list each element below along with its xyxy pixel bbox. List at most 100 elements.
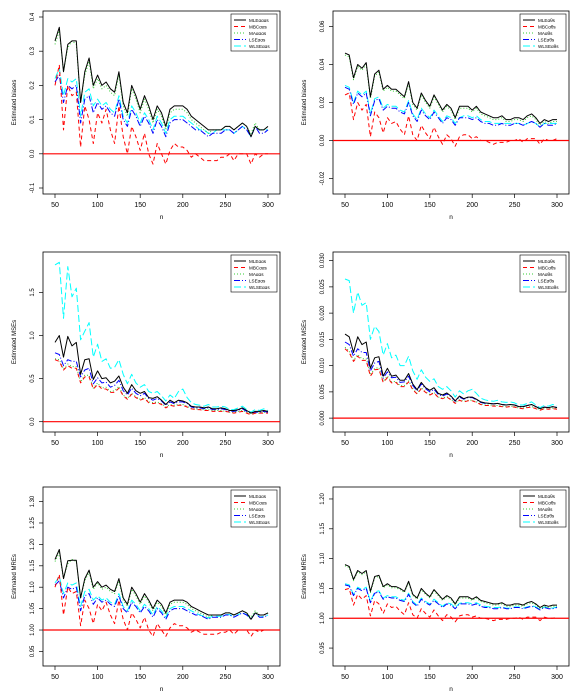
y-tick-label: 0.000 [320,410,326,426]
series-line-5 [54,576,269,620]
plot-frame [332,251,570,433]
plot-frame [42,10,281,195]
chart-panel-2: 50 100 150 200 250 300 -0.02 0.00 0.02 0.04 0.06 n E… [302,10,570,221]
series-line-3 [54,358,269,415]
series-line-2 [54,359,268,416]
legend-label: WLSEααs [249,520,270,525]
chart-panel-5: 50 100 150 200 250 300 0.95 1.00 1.05 1.10 1.15 1.2… [12,486,281,693]
chart-panel-1: 50 100 150 200 250 300 -0.1 0.0 0.1 0.2 0.3 0.4 n Est… [12,10,281,221]
y-tick-label: 0.005 [320,384,326,400]
legend-label: LSEααs [249,37,266,42]
legend-label: MBCααs [249,500,268,505]
y-tick-label: 0.5 [30,374,36,383]
x-axis-label: n [160,452,164,459]
x-tick-label: 300 [262,202,274,209]
legend-label: LSEαθs [538,37,555,42]
x-tick-label: 200 [177,440,189,447]
series-line-2 [344,587,558,623]
x-axis-label: n [449,686,453,693]
series-line-3 [344,565,557,610]
y-tick-label: 0.2 [30,81,36,90]
x-tick-label: 50 [51,440,59,447]
legend-label: MLEαθs [538,259,556,264]
legend-label: MLEαθs [538,18,556,23]
y-tick-label: 0.010 [320,357,326,373]
y-tick-label: 1.05 [30,602,36,614]
legend-label: LSEααs [249,513,266,518]
series-line-1 [54,549,269,620]
x-tick-label: 50 [341,202,349,209]
legend-label: MAαααs [249,31,267,36]
x-axis-label: n [449,452,453,459]
x-tick-label: 200 [466,674,478,681]
x-tick-label: 150 [134,202,146,209]
legend-label: MBCαθs [538,500,556,505]
x-tick-label: 50 [341,674,349,681]
legend-label: MBCααs [249,24,268,29]
legend-label: MBCααs [249,265,268,270]
chart-panel-6: 50 100 150 200 250 300 0.95 1.00 1.05 1.10 1.15 1.2… [302,486,570,693]
y-tick-label: 0.4 [30,12,36,21]
x-tick-label: 100 [92,674,104,681]
y-tick-label: 1.30 [30,495,36,507]
y-axis-label: Estimated biases [12,80,18,126]
y-tick-label: 0.06 [320,20,326,32]
y-tick-label: 0.1 [30,115,36,124]
y-tick-label: 0.020 [320,305,326,321]
x-tick-label: 200 [177,674,189,681]
legend-label: MAαθs [538,507,553,512]
y-tick-label: 1.10 [320,552,326,564]
series-line-4 [54,352,269,414]
x-tick-label: 100 [92,440,104,447]
x-tick-label: 150 [134,674,146,681]
y-tick-label: 1.00 [30,624,36,636]
legend-box [230,13,278,52]
x-tick-label: 100 [92,202,104,209]
x-tick-label: 150 [424,202,436,209]
plot-frame [42,251,281,433]
series-line-5 [344,278,558,409]
x-tick-label: 300 [262,674,274,681]
y-tick-label: 1.10 [30,581,36,593]
series-line-2 [344,92,558,147]
legend-label: MLEααs [249,494,267,499]
series-line-2 [54,573,268,637]
series-line-1 [344,52,557,124]
series-line-1 [54,335,269,414]
series-line-1 [54,26,269,138]
legend-label: MAααs [249,272,264,277]
series-line-4 [344,86,558,128]
legend-label: MAαθs [538,272,553,277]
series-line-3 [344,346,558,411]
x-tick-label: 200 [466,440,478,447]
series-line-4 [54,580,269,620]
series-line-1 [344,564,557,608]
y-axis-label: Estimated MREs [12,554,18,599]
y-tick-label: 1.20 [320,492,326,504]
legend-label: MBCαθs [538,265,556,270]
series-line-3 [54,552,269,618]
series-line-2 [54,64,268,165]
legend-label: MBCαθs [538,24,556,29]
legend-label: MAααs [249,507,264,512]
series-line-4 [344,584,558,611]
y-tick-label: 0.025 [320,279,326,295]
y-axis-label: Estimated MSEs [302,320,308,364]
legend-label: LSEαθs [538,278,555,283]
series-line-5 [54,261,269,413]
x-tick-label: 200 [177,202,189,209]
plot-frame [332,486,570,667]
x-tick-label: 150 [134,440,146,447]
x-tick-label: 250 [509,674,521,681]
series-line-4 [344,341,558,410]
x-tick-label: 150 [424,440,436,447]
plot-frame [42,486,281,667]
legend-label: WLSEαθs [538,44,559,49]
